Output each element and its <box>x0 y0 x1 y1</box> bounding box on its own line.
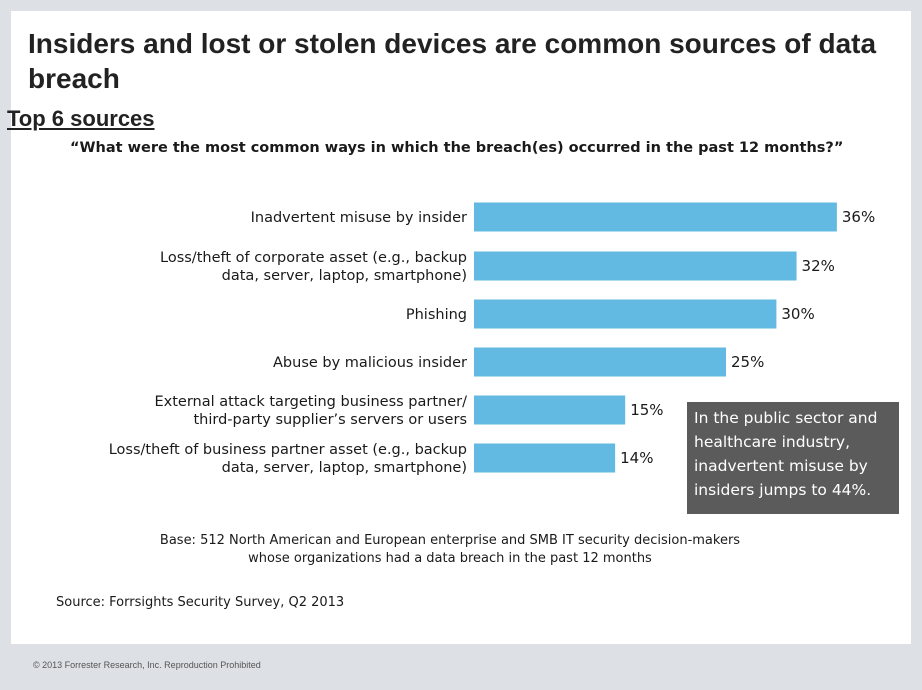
base-note-line-1: Base: 512 North American and European en… <box>159 533 741 548</box>
callout-box: In the public sector and healthcare indu… <box>687 402 899 514</box>
category-label: Loss/theft of corporate asset (e.g., bac… <box>160 250 467 266</box>
bar <box>474 299 777 329</box>
category-label: third-party supplier’s servers or users <box>193 412 467 428</box>
slide-subtitle: Top 6 sources <box>7 106 155 131</box>
bar-value-label: 15% <box>630 401 663 419</box>
bar-value-label: 36% <box>842 208 875 226</box>
bar-value-label: 32% <box>802 257 835 275</box>
base-note-line-2: whose organizations had a data breach in… <box>248 551 652 566</box>
bar <box>474 443 616 473</box>
bar-value-label: 30% <box>781 305 814 323</box>
slide-title: Insiders and lost or stolen devices are … <box>28 28 877 94</box>
category-label: Inadvertent misuse by insider <box>251 210 467 226</box>
bar-value-label: 14% <box>620 449 653 467</box>
bar <box>474 202 837 232</box>
copyright-footer: © 2013 Forrester Research, Inc. Reproduc… <box>33 660 261 670</box>
category-label: Abuse by malicious insider <box>273 355 467 371</box>
base-note: Base: 512 North American and European en… <box>0 532 900 568</box>
source-note: Source: Forrsights Security Survey, Q2 2… <box>56 595 345 610</box>
bar-value-label: 25% <box>731 353 764 371</box>
bar <box>474 251 797 281</box>
survey-question: “What were the most common ways in which… <box>70 140 844 156</box>
bar <box>474 395 626 425</box>
category-label: Loss/theft of business partner asset (e.… <box>109 442 467 458</box>
category-label: External attack targeting business partn… <box>154 394 467 410</box>
category-label: data, server, laptop, smartphone) <box>222 268 467 284</box>
category-label: data, server, laptop, smartphone) <box>222 460 467 476</box>
category-label: Phishing <box>406 307 467 323</box>
bar <box>474 347 726 377</box>
